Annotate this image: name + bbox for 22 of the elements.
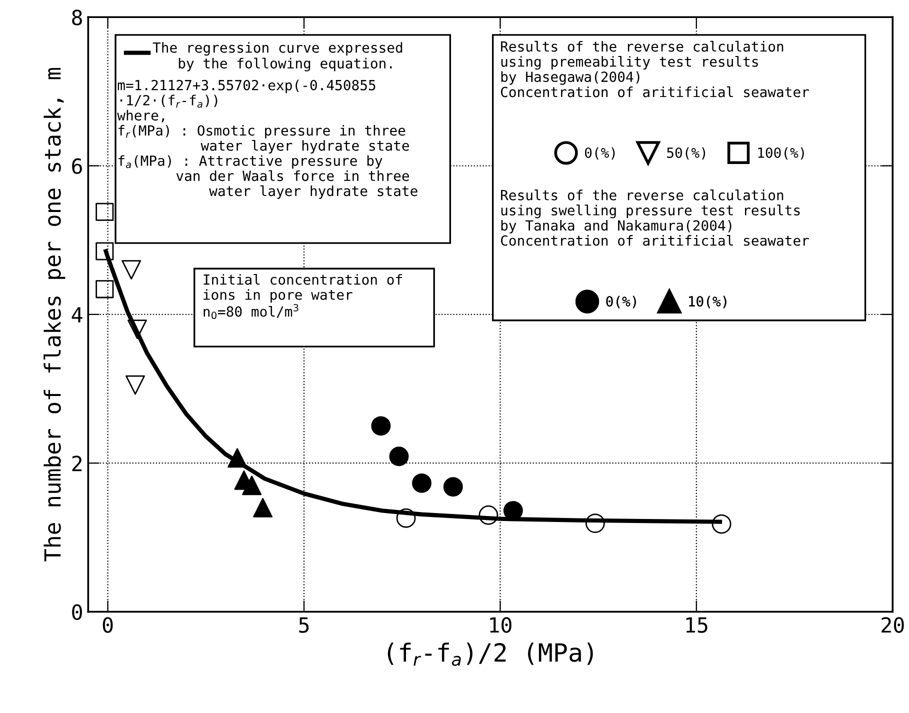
y-axis-title: The number of flakes per one stack, m bbox=[44, 68, 66, 562]
annotation: Results of the reverse calculation using swelling pressure test results by Tanaka and Nakamura(2004) Concentration of aritificial seawater bbox=[501, 190, 809, 246]
legend-label: 10(%) bbox=[689, 296, 726, 308]
legend-label: 50(%) bbox=[667, 147, 706, 160]
y-tick-label: 4 bbox=[72, 307, 82, 322]
x-tick-label: 10 bbox=[490, 617, 512, 633]
x-tick-label: 15 bbox=[686, 617, 708, 633]
legend-label: 0(%) bbox=[585, 147, 615, 160]
y-tick-label: 8 bbox=[72, 10, 82, 26]
legend-label: The regression curve expressed by the following equation. bbox=[152, 42, 402, 72]
y-tick-label: 2 bbox=[72, 456, 82, 472]
annotation: Results of the reverse calculation using premeability test results by Hasegawa(2004) Concentration of aritificial seawater bbox=[501, 40, 809, 98]
y-tick-label: 0 bbox=[72, 604, 82, 620]
x-tick-label: 5 bbox=[299, 617, 309, 633]
y-tick-label: 6 bbox=[72, 158, 82, 174]
legend-label: 0(%) bbox=[606, 296, 636, 308]
x-tick-label: 20 bbox=[882, 617, 904, 633]
text: m=1.21127+3.55702·exp(-0.450855 ·1/2·(f$_{r}$-f$_{a}$)) where, f$_{r}$(MPa) : Osmotic pressure in three water layer hydrate state f$_{a}$(MPa) : Attractive pressure by van der Waals force in three water layer hydrate state bbox=[117, 80, 418, 199]
x-tick-label: 0 bbox=[102, 617, 113, 633]
annotation: Initial concentration of ions in pore water n$_{0}$=80 mol/m$^{3}$ bbox=[204, 274, 402, 320]
legend-label: 100(%) bbox=[758, 147, 804, 160]
x-axis-title: (f$_{r}$-f$_{a}$)/2 (MPa) bbox=[388, 642, 593, 666]
